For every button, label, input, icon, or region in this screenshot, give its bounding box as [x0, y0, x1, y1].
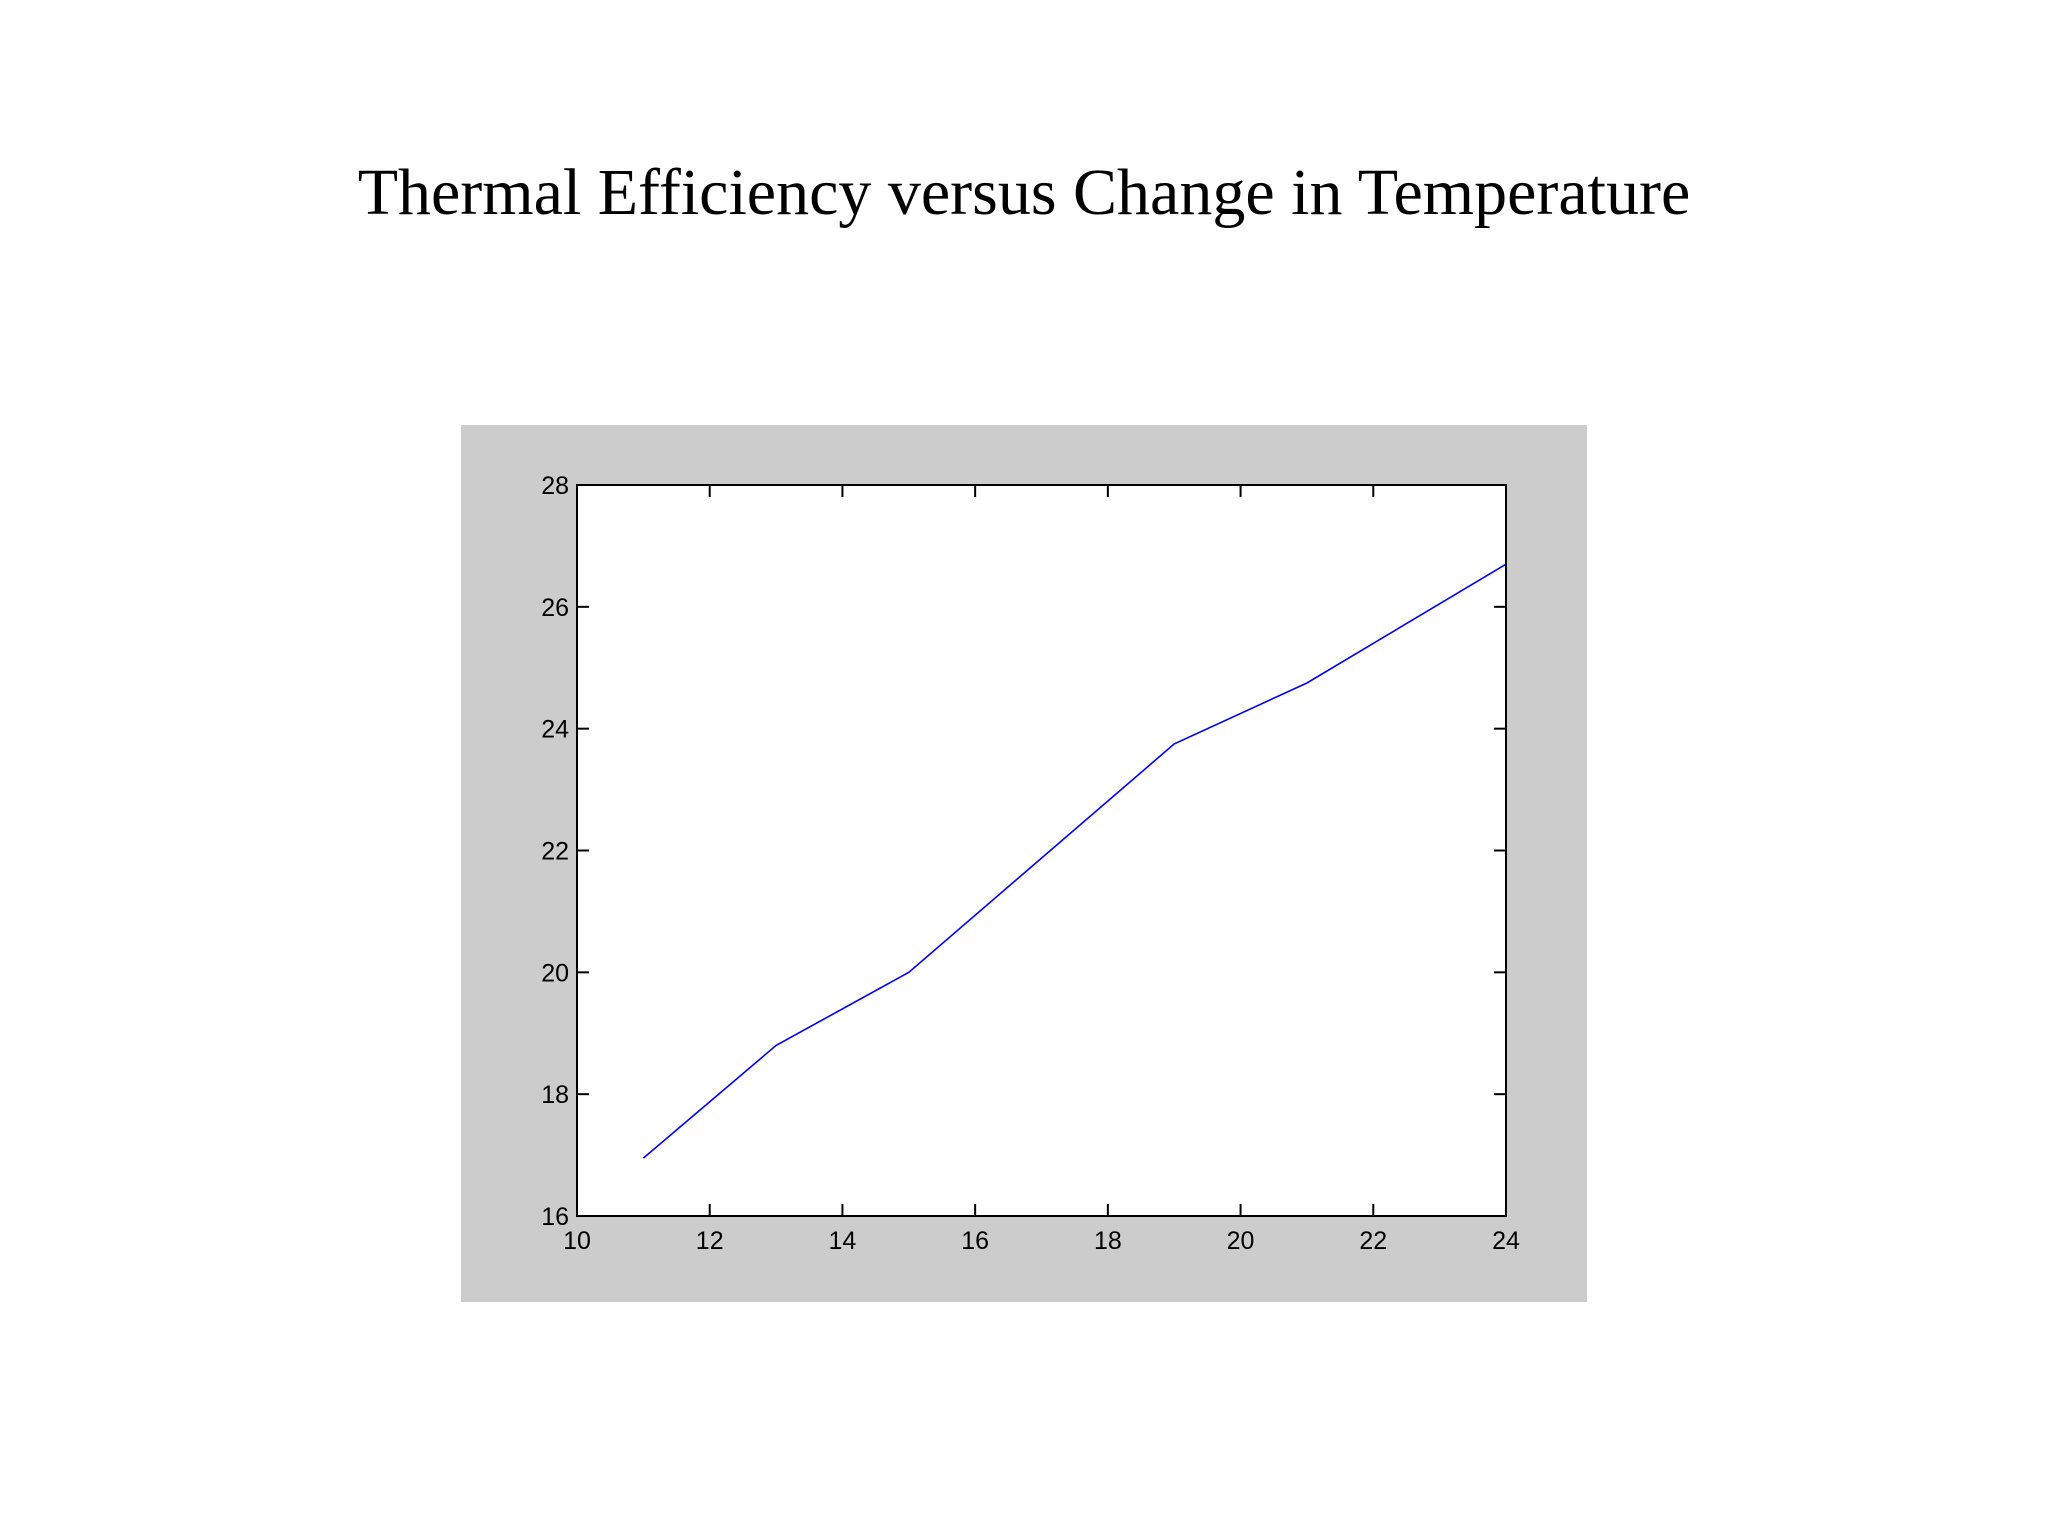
- y-tick-label: 22: [541, 838, 569, 866]
- y-tick-label: 18: [541, 1081, 569, 1109]
- tick-labels: 10 12 14 16 18 20 22 24 16 18 20 22 24 26 28: [541, 472, 1520, 1255]
- x-tick-label: 24: [1492, 1227, 1520, 1255]
- data-series: [642, 563, 1507, 1159]
- x-tick-label: 16: [961, 1227, 989, 1255]
- y-tick-label: 24: [541, 716, 569, 744]
- x-tick-label: 12: [696, 1227, 724, 1255]
- line-chart: 10 12 14 16 18 20 22 24 16 18 20 22 24 26 28: [541, 472, 1520, 1255]
- y-tick-label: 28: [541, 472, 569, 500]
- figure-frame: 10 12 14 16 18 20 22 24 16 18 20 22 24 26 28: [461, 425, 1587, 1302]
- y-tick-label: 26: [541, 594, 569, 622]
- x-tick-label: 22: [1359, 1227, 1387, 1255]
- slide-title: Thermal Efficiency versus Change in Temp…: [357, 156, 1691, 229]
- x-tick-label: 14: [829, 1227, 857, 1255]
- plot-frame: [576, 484, 1507, 1217]
- plot-area: [577, 485, 1506, 1216]
- y-tick-label: 16: [541, 1203, 569, 1231]
- y-tick-label: 20: [541, 959, 569, 987]
- x-tick-label: 20: [1227, 1227, 1255, 1255]
- x-tick-label: 18: [1094, 1227, 1122, 1255]
- series-line: [642, 563, 1507, 1159]
- x-tick-label: 10: [563, 1227, 591, 1255]
